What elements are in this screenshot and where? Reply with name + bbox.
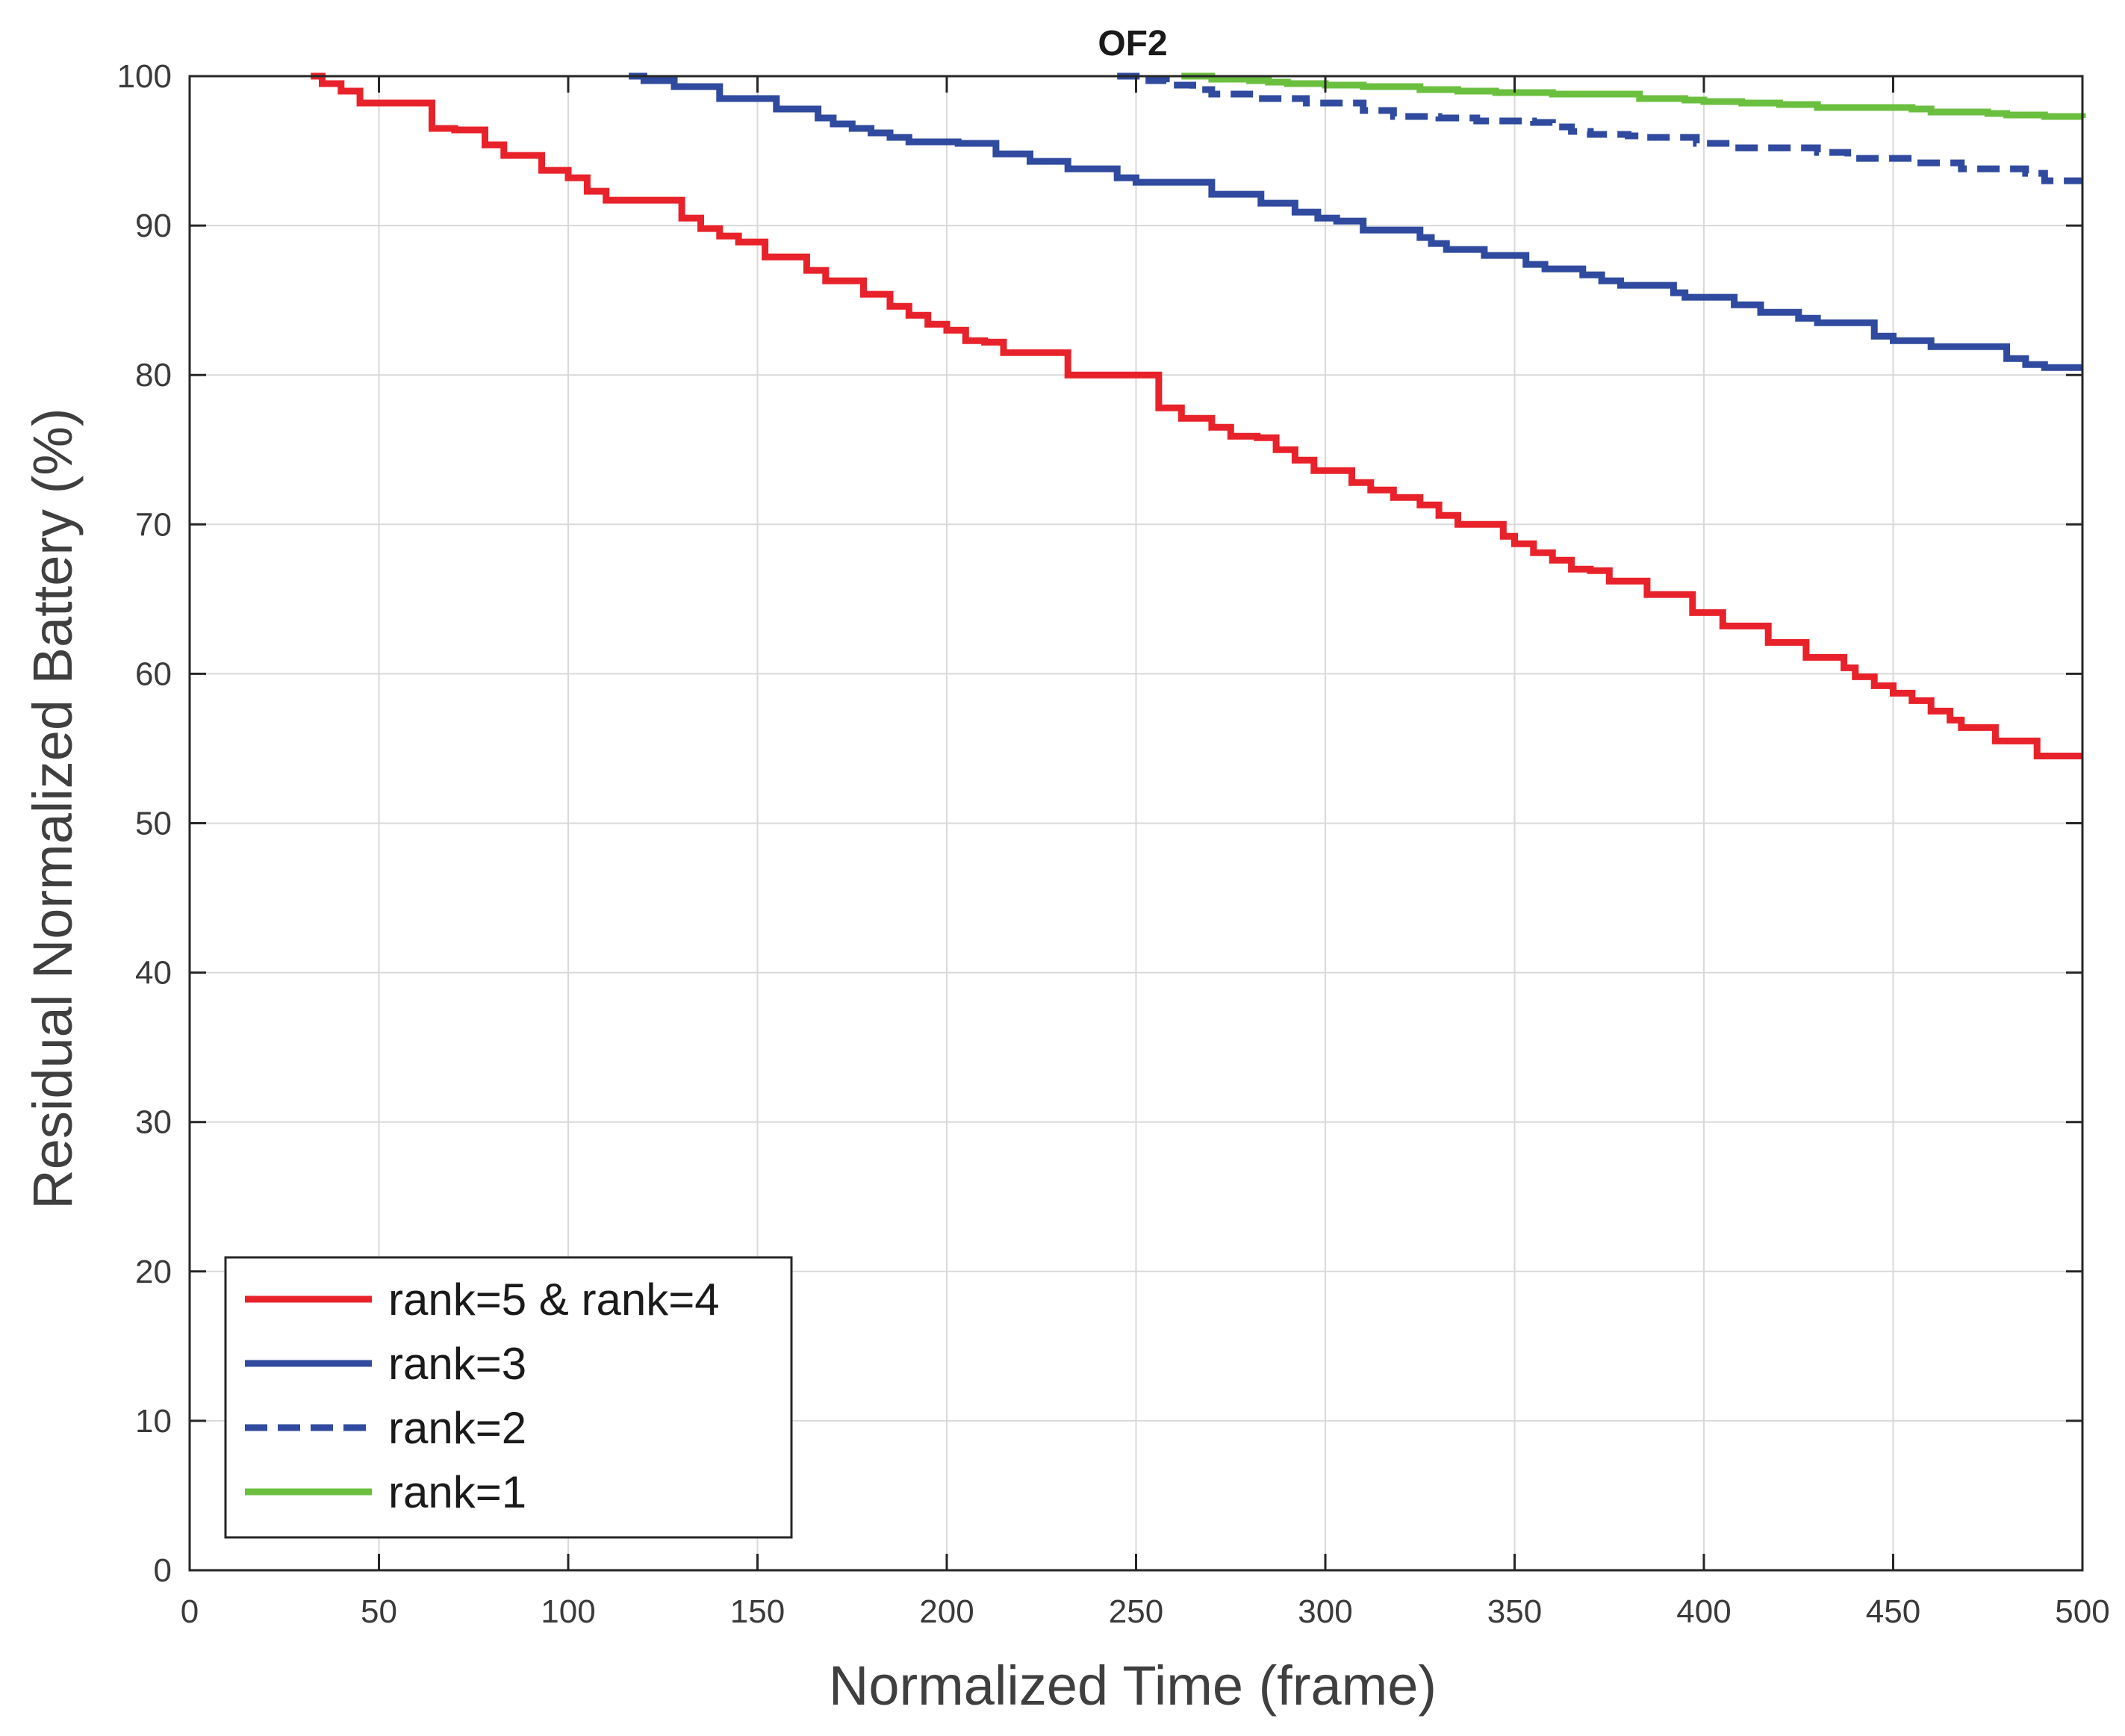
x-tick-label: 400 [1676, 1593, 1731, 1630]
x-tick-label: 100 [541, 1593, 595, 1630]
y-tick-label: 100 [117, 58, 172, 95]
x-tick-label: 150 [730, 1593, 785, 1630]
x-tick-label: 500 [2055, 1593, 2109, 1630]
legend-label-2: rank=3 [388, 1339, 526, 1389]
y-axis-label: Residual Normalized Battery (%) [22, 408, 84, 1209]
series-line-1 [311, 72, 2082, 759]
plot-lines [311, 72, 2086, 759]
y-tick-label: 80 [135, 357, 172, 393]
y-tick-label: 40 [135, 955, 172, 992]
series-line-4 [1181, 72, 2086, 120]
y-tick-label: 60 [135, 656, 172, 692]
legend-label-3: rank=2 [388, 1403, 526, 1453]
x-tick-label: 0 [181, 1593, 199, 1630]
y-tick-label: 70 [135, 506, 172, 543]
x-tick-label: 50 [361, 1593, 397, 1630]
chart-title: OF2 [1098, 24, 1167, 63]
x-tick-label: 450 [1866, 1593, 1920, 1630]
legend-label-4: rank=1 [388, 1467, 526, 1517]
grid [190, 76, 2082, 1570]
legend-label-1: rank=5 & rank=4 [388, 1275, 720, 1325]
y-tick-label: 0 [154, 1552, 172, 1589]
legend: rank=5 & rank=4 rank=3 rank=2 rank=1 [224, 1256, 793, 1539]
y-tick-label: 50 [135, 806, 172, 842]
y-tick-label: 10 [135, 1403, 172, 1440]
y-tick-label: 30 [135, 1104, 172, 1141]
x-tick-label: 200 [919, 1593, 974, 1630]
series-line-3 [1117, 72, 2082, 184]
x-tick-label: 300 [1298, 1593, 1352, 1630]
x-tick-label: 250 [1109, 1593, 1163, 1630]
axes: 0 50 100 150 200 250 300 350 400 450 500 0 10 20 30 40 5… [117, 58, 2110, 1630]
x-tick-label: 350 [1487, 1593, 1542, 1630]
x-axis-label: Normalized Time (frame) [829, 1655, 1437, 1717]
y-tick-label: 90 [135, 208, 172, 244]
series-line-2 [629, 72, 2082, 371]
y-tick-label: 20 [135, 1254, 172, 1290]
